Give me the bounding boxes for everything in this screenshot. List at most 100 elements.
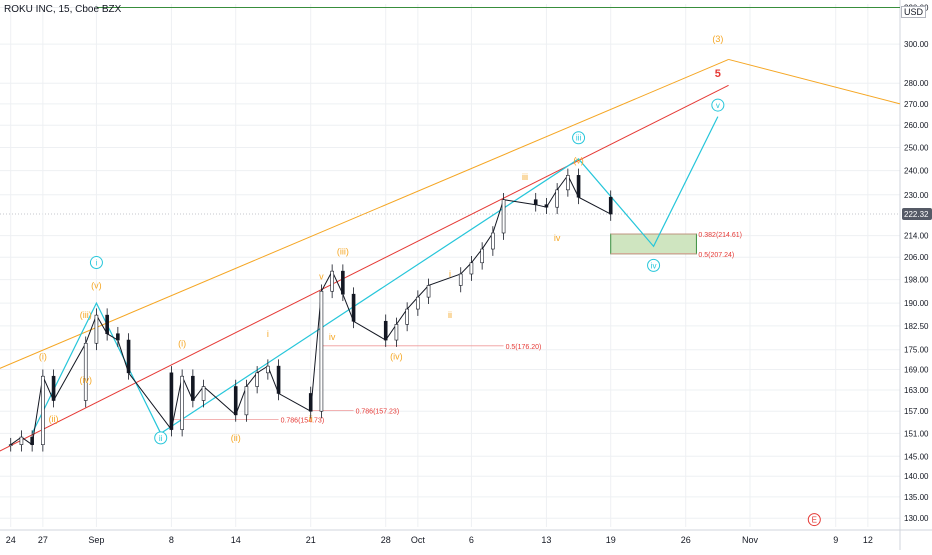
wave-label: (v) <box>91 280 102 290</box>
candle-body <box>426 285 431 298</box>
wave-label-circle <box>807 513 821 527</box>
x-tick-label: 13 <box>541 535 551 545</box>
trend-line-orange <box>728 58 901 105</box>
candle-body <box>608 196 613 215</box>
wave-label: (i) <box>39 351 47 361</box>
y-tick-label: 140.00 <box>904 472 929 481</box>
wave-label: iv <box>329 332 336 342</box>
fib-level-label: 0.786(154.73) <box>281 417 325 424</box>
candle-body <box>330 270 334 292</box>
last-price-tag <box>902 208 932 221</box>
x-tick-label: Nov <box>742 535 759 545</box>
wave-label: (iv) <box>390 351 403 361</box>
x-tick-label: Sep <box>88 535 104 545</box>
y-tick-label: 151.00 <box>904 429 929 438</box>
candle-body <box>180 375 184 430</box>
y-tick-label: 145.00 <box>904 452 929 461</box>
wave-label: (v) <box>573 156 584 166</box>
candle-body <box>255 372 259 387</box>
wave-label: ii <box>159 434 163 443</box>
wave-label: (iii) <box>337 246 349 256</box>
wave-label: (3) <box>712 34 723 44</box>
candle-body <box>394 324 399 341</box>
candle-body <box>201 386 206 401</box>
candle-body <box>83 342 88 401</box>
candle-body <box>276 365 281 394</box>
candle-body <box>233 386 238 416</box>
candle-body <box>351 293 356 322</box>
candle-body <box>533 199 538 206</box>
candle-body <box>319 290 324 412</box>
candle-body <box>41 375 45 445</box>
wave-label: i <box>96 259 98 268</box>
wave-label: i <box>267 329 269 339</box>
x-tick-label: 24 <box>6 535 16 545</box>
wave-label: iv <box>554 233 561 243</box>
wave-label: (ii) <box>231 433 241 443</box>
candle-body <box>51 375 56 401</box>
y-tick-label: 300.00 <box>904 40 929 49</box>
trend-line-red <box>0 84 729 452</box>
x-tick-label: Oct <box>411 535 426 545</box>
candle-body <box>341 270 345 295</box>
wave-label-circle <box>647 258 661 272</box>
wave-label-circle <box>154 431 168 445</box>
y-tick-label: 260.00 <box>904 121 929 130</box>
candle-body <box>566 175 570 191</box>
wave-label: 5 <box>715 68 721 80</box>
wave-label-circle <box>89 256 103 270</box>
candle-body <box>105 314 109 335</box>
y-tick-label: 130.00 <box>904 514 929 523</box>
wave-label: i <box>449 269 451 279</box>
x-tick-label: 26 <box>681 535 691 545</box>
trend-line-orange <box>0 58 729 369</box>
y-tick-label: 214.00 <box>904 232 929 241</box>
fib-level-label: 0.5(207.24) <box>698 252 734 259</box>
y-tick-label: 163.00 <box>904 386 929 395</box>
wave-label: v <box>716 101 720 110</box>
wave-label: (ii) <box>49 414 59 424</box>
y-tick-label: 206.00 <box>904 253 929 262</box>
currency-badge[interactable]: USD <box>900 6 926 18</box>
y-tick-label: 270.00 <box>904 100 929 109</box>
y-tick-label: 157.00 <box>904 407 929 416</box>
y-tick-label: 190.00 <box>904 299 929 308</box>
candle-body <box>405 308 409 325</box>
candle-body <box>458 273 463 286</box>
cyan-wave-path <box>31 116 719 435</box>
x-tick-label: 28 <box>381 535 391 545</box>
wave-label: iii <box>522 172 528 182</box>
target-zone-box <box>610 233 697 255</box>
price-line <box>10 174 611 446</box>
wave-label: iv <box>651 261 657 270</box>
wave-label: (iv) <box>79 375 92 385</box>
candle-body <box>116 333 120 341</box>
candle-body <box>491 232 495 250</box>
candle-body <box>191 375 195 401</box>
y-tick-label: 169.00 <box>904 365 929 374</box>
candle-body <box>555 189 559 208</box>
wave-label: ii <box>448 310 452 320</box>
candle-body <box>169 372 174 430</box>
symbol-title: ROKU INC, 15, Cboe BZX <box>4 4 122 15</box>
candle-body <box>544 204 549 208</box>
y-tick-label: 280.00 <box>904 79 929 88</box>
candle-body <box>126 339 131 374</box>
wave-label: (iii) <box>80 310 92 320</box>
y-tick-label: 250.00 <box>904 143 929 152</box>
candle-body <box>576 175 581 198</box>
x-tick-label: 12 <box>863 535 873 545</box>
wave-label-circle <box>711 98 725 112</box>
candle-body <box>19 436 24 445</box>
candle-body <box>94 314 99 344</box>
fib-level-label: 0.786(157.23) <box>356 408 400 415</box>
candle-body <box>308 393 313 412</box>
y-tick-label: 240.00 <box>904 167 929 176</box>
y-tick-label: 182.50 <box>904 322 929 331</box>
y-tick-label: 135.00 <box>904 493 929 502</box>
wave-label: v <box>319 272 324 282</box>
wave-label: iii <box>576 134 582 143</box>
candle-body <box>416 296 420 310</box>
